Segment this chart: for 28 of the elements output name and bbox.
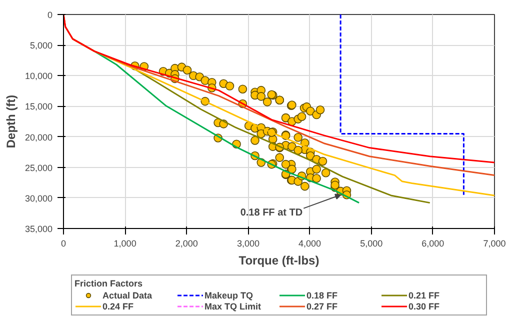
y-tick-label: 5,000 (30, 40, 53, 51)
legend-label: 0.18 FF (306, 290, 339, 300)
y-tick-label: 20,000 (24, 132, 53, 142)
x-tick-label: 3,000 (236, 238, 260, 248)
y-tick-label: 35,000 (24, 224, 53, 234)
y-tick-label: 10,000 (24, 71, 53, 82)
legend-label: 0.24 FF (102, 301, 135, 311)
legend-title: Friction Factors (74, 278, 144, 288)
x-tick-label: 4,000 (298, 238, 322, 248)
legend-label: 0.21 FF (408, 290, 441, 300)
legend-label: Makeup TQ (204, 290, 254, 300)
y-axis-title: Depth (ft) (4, 94, 18, 148)
x-tick-label: 7,000 (483, 238, 506, 248)
legend-label: 0.27 FF (306, 301, 339, 311)
y-tick-label: 30,000 (24, 193, 53, 204)
annotation: 0.18 FF at TD (240, 208, 303, 219)
x-tick-label: 1,000 (114, 238, 136, 248)
x-tick-label: 0 (60, 238, 66, 248)
x-tick-label: 5,000 (360, 238, 383, 248)
legend-label: Max TQ Limit (204, 301, 262, 311)
legend-label: 0.30 FF (408, 301, 441, 311)
x-tick-label: 2,000 (175, 238, 198, 248)
x-axis-title: Torque (ft-lbs) (238, 254, 320, 268)
y-tick-label: 15,000 (24, 102, 53, 112)
x-tick-label: 6,000 (422, 238, 444, 248)
y-tick-label: 0 (47, 10, 53, 20)
y-tick-label: 25,000 (24, 162, 53, 173)
legend-label: Actual Data (102, 290, 154, 300)
